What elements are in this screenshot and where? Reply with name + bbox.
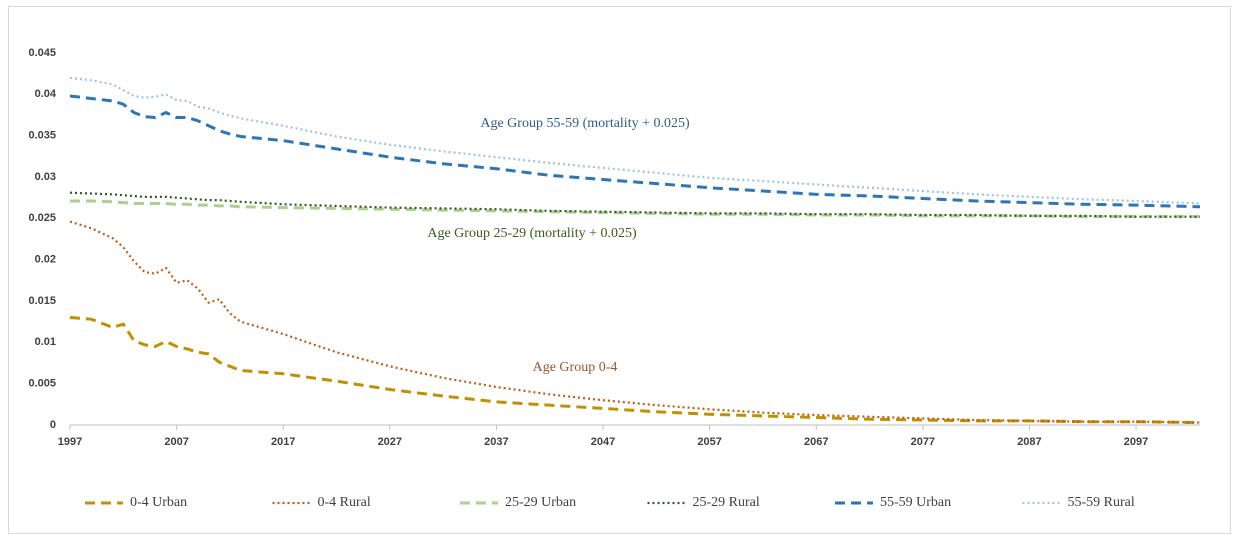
annotation: Age Group 55-59 (mortality + 0.025)	[480, 116, 690, 131]
annotation: Age Group 25-29 (mortality + 0.025)	[427, 226, 637, 241]
x-tick-label: 2037	[484, 436, 508, 448]
x-tick-label: 1997	[58, 436, 82, 448]
y-tick-label: 0.015	[28, 295, 56, 307]
x-tick-label: 2097	[1124, 436, 1148, 448]
legend-label: 55-59 Urban	[880, 495, 951, 510]
y-tick-label: 0.005	[28, 378, 56, 390]
y-tick-label: 0.045	[28, 47, 56, 59]
y-tick-label: 0.03	[35, 171, 56, 183]
y-tick-label: 0.04	[35, 88, 57, 100]
x-tick-label: 2007	[164, 436, 188, 448]
x-tick-label: 2067	[804, 436, 828, 448]
chart-border	[8, 6, 1231, 534]
y-tick-label: 0.01	[35, 336, 56, 348]
legend-label: 0-4 Rural	[318, 495, 371, 510]
y-tick-label: 0	[50, 419, 56, 431]
series-line	[69, 76, 1201, 205]
x-tick-label: 2017	[271, 436, 295, 448]
x-tick-label: 2047	[591, 436, 615, 448]
legend-label: 0-4 Urban	[130, 495, 187, 510]
series-line	[69, 94, 1201, 209]
y-tick-label: 0.025	[28, 212, 56, 224]
x-tick-label: 2057	[697, 436, 721, 448]
legend-label: 25-29 Rural	[693, 495, 760, 510]
annotation: Age Group 0-4	[533, 360, 618, 375]
legend-label: 25-29 Urban	[505, 495, 576, 510]
series-line	[69, 316, 1201, 425]
legend-label: 55-59 Rural	[1068, 495, 1135, 510]
x-tick-label: 2027	[378, 436, 402, 448]
y-tick-label: 0.035	[28, 130, 56, 142]
x-tick-label: 2087	[1017, 436, 1041, 448]
series-line	[69, 191, 1200, 218]
x-tick-label: 2077	[911, 436, 935, 448]
series-line	[69, 220, 1201, 424]
y-tick-label: 0.02	[35, 254, 56, 266]
